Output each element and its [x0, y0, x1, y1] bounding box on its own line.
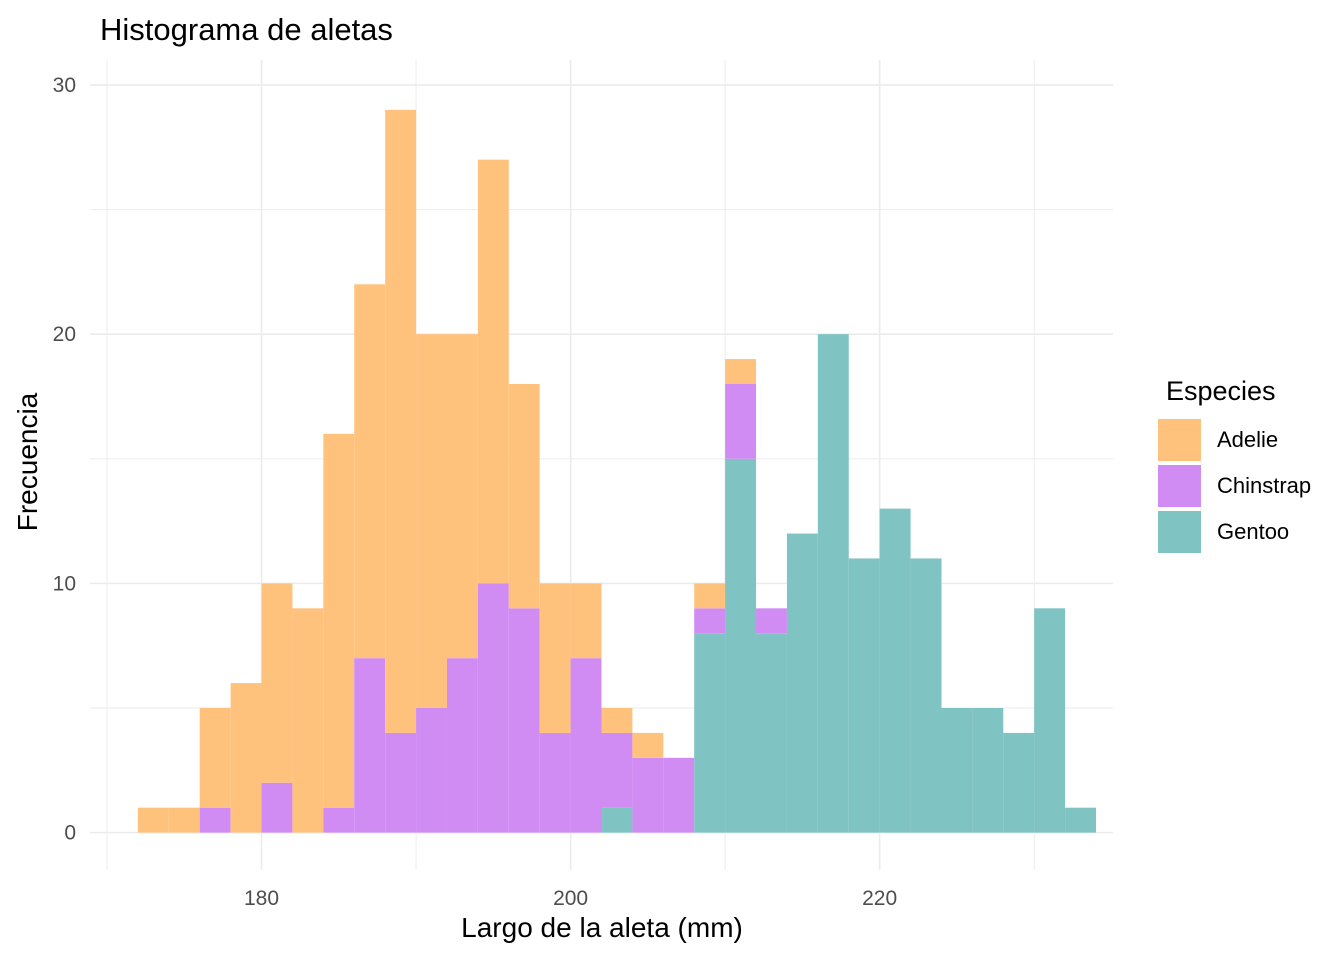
bar-chinstrap-206: [663, 757, 695, 833]
legend-key-gentoo: [1158, 511, 1201, 553]
bar-gentoo-212: [756, 633, 787, 833]
bar-chinstrap-176: [199, 807, 231, 833]
bar-gentoo-230: [1034, 608, 1066, 833]
legend-label-adelie: Adelie: [1217, 427, 1279, 452]
bar-adelie-210: [725, 359, 757, 384]
y-tick-label: 30: [53, 74, 76, 97]
bar-adelie-172: [137, 807, 169, 833]
bar-adelie-204: [632, 732, 664, 758]
bar-gentoo-228: [1003, 732, 1035, 833]
chart-title: Histograma de aletas: [100, 12, 393, 47]
bar-adelie-182: [292, 608, 324, 833]
legend-item-gentoo: Gentoo: [1158, 509, 1311, 555]
bar-chinstrap-194: [477, 583, 509, 833]
x-tick-label: 200: [553, 887, 588, 910]
bar-gentoo-210: [725, 458, 757, 833]
bar-adelie-190: [416, 334, 447, 708]
bar-chinstrap-198: [539, 732, 571, 833]
bar-chinstrap-200: [570, 658, 602, 833]
x-tick-label: 180: [244, 887, 279, 910]
grid-lines: [90, 60, 1113, 870]
bar-gentoo-222: [910, 558, 942, 833]
legend-item-adelie: Adelie: [1158, 417, 1311, 463]
legend-title: Especies: [1166, 376, 1276, 406]
bar-adelie-192: [446, 334, 478, 659]
y-tick-label: 0: [64, 822, 76, 845]
bar-adelie-186: [354, 284, 386, 659]
bar-gentoo-202: [601, 807, 633, 833]
bar-gentoo-208: [694, 633, 726, 833]
bar-adelie-188: [385, 109, 417, 733]
bars: [137, 109, 1097, 833]
y-tick-label: 20: [53, 323, 76, 346]
bar-chinstrap-188: [385, 732, 417, 833]
bar-adelie-176: [199, 708, 231, 808]
legend-key-adelie: [1158, 419, 1201, 461]
bar-adelie-194: [477, 159, 509, 584]
bar-chinstrap-204: [632, 757, 664, 833]
bar-chinstrap-202: [601, 732, 633, 808]
bar-gentoo-232: [1065, 807, 1097, 833]
x-tick-label: 220: [862, 887, 897, 910]
legend-item-chinstrap: Chinstrap: [1158, 463, 1311, 509]
y-axis-ticks: 0 10 20 30: [53, 74, 76, 845]
bar-gentoo-214: [786, 533, 818, 833]
bar-adelie-184: [323, 433, 355, 808]
bar-gentoo-224: [941, 708, 973, 833]
legend-label-chinstrap: Chinstrap: [1217, 473, 1312, 498]
x-axis-label: Largo de la aleta (mm): [461, 912, 743, 943]
bar-adelie-196: [508, 384, 540, 609]
bar-adelie-174: [168, 807, 200, 833]
x-axis-ticks: 180 200 220: [244, 887, 897, 910]
y-axis-label: Frecuencia: [12, 392, 43, 532]
y-tick-label: 10: [53, 572, 76, 595]
legend-label-gentoo: Gentoo: [1217, 519, 1290, 544]
bar-chinstrap-184: [323, 807, 355, 833]
bar-gentoo-218: [848, 558, 880, 833]
bar-adelie-202: [601, 708, 633, 733]
bar-chinstrap-210: [725, 384, 757, 459]
bar-gentoo-226: [972, 708, 1004, 833]
legend: Especies Adelie Chinstrap Gentoo: [1158, 376, 1311, 555]
legend-key-chinstrap: [1158, 465, 1201, 507]
bar-adelie-180: [261, 583, 293, 783]
bar-chinstrap-192: [446, 658, 478, 833]
bar-adelie-198: [539, 583, 571, 733]
bar-chinstrap-196: [508, 608, 540, 833]
bar-adelie-208: [694, 583, 726, 609]
bar-chinstrap-180: [261, 782, 293, 833]
bar-chinstrap-212: [756, 608, 787, 634]
bar-gentoo-216: [817, 334, 849, 833]
bar-adelie-178: [230, 683, 262, 833]
bar-chinstrap-208: [694, 608, 726, 634]
bar-gentoo-220: [879, 508, 911, 833]
bar-chinstrap-190: [416, 708, 447, 833]
bar-adelie-200: [570, 583, 602, 659]
bar-chinstrap-186: [354, 658, 386, 833]
